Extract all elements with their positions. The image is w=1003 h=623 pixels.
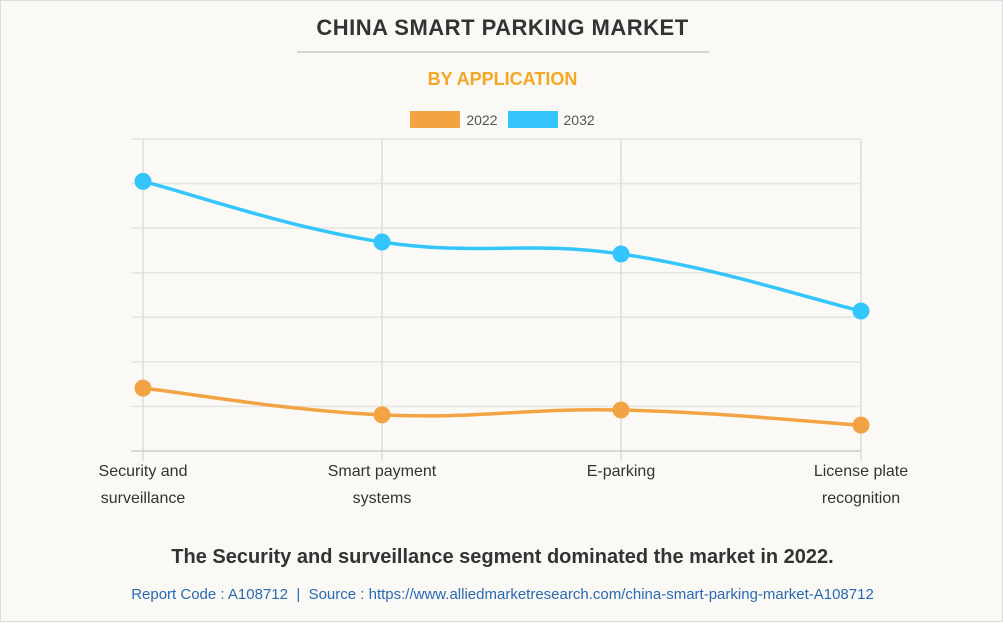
footer-separator: | <box>296 586 301 603</box>
x-tick-label: systems <box>353 490 412 507</box>
legend: 2022 2032 <box>1 111 1003 128</box>
data-point-2022 <box>373 406 391 424</box>
legend-swatch-2032 <box>507 111 558 128</box>
chart-title: CHINA SMART PARKING MARKET <box>316 15 689 40</box>
legend-item-2022[interactable]: 2022 <box>410 111 498 128</box>
source-link[interactable]: Source : https://www.alliedmarketresearc… <box>308 586 874 603</box>
x-tick-label: E-parking <box>587 463 655 480</box>
data-point-2022 <box>852 416 870 434</box>
data-point-2032 <box>612 245 630 263</box>
data-point-2022 <box>134 379 152 397</box>
report-code: Report Code : A108712 <box>131 586 288 603</box>
legend-label-2022: 2022 <box>466 111 498 128</box>
data-point-2022 <box>612 401 630 419</box>
legend-item-2032[interactable]: 2032 <box>507 111 595 128</box>
legend-label-2032: 2032 <box>563 111 595 128</box>
title-divider <box>297 51 709 53</box>
x-tick-label: Security and <box>99 463 188 480</box>
footer: Report Code : A108712 | Source : https:/… <box>1 586 1003 603</box>
data-point-2032 <box>134 172 152 190</box>
x-tick-label: recognition <box>822 490 900 507</box>
x-tick-label: Smart payment <box>328 463 437 480</box>
data-point-2032 <box>373 233 391 251</box>
x-tick-label: surveillance <box>101 490 186 507</box>
headline-text: The Security and surveillance segment do… <box>171 546 834 568</box>
chart-subtitle: BY APPLICATION <box>427 69 578 89</box>
data-point-2032 <box>852 302 870 320</box>
series-line-2032 <box>142 179 862 313</box>
x-tick-label: License plate <box>814 463 908 480</box>
series-line-2022 <box>142 386 862 427</box>
legend-swatch-2022 <box>410 111 461 128</box>
